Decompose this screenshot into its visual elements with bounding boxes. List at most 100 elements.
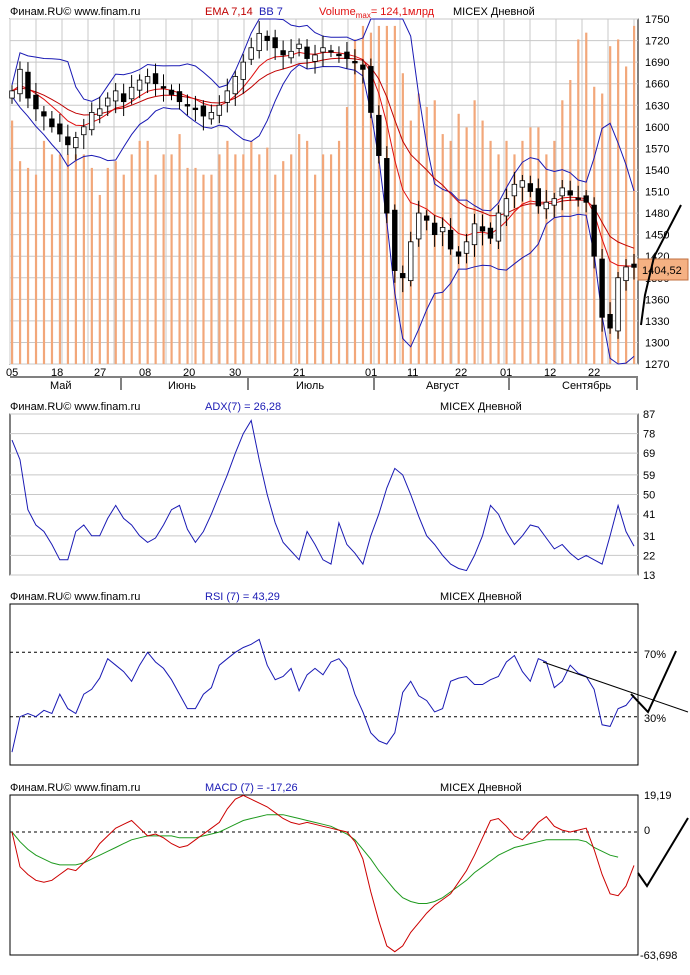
- volume-bar: [274, 174, 277, 364]
- price-y-tick: 1270: [645, 359, 669, 371]
- price-y-tick: 1630: [645, 100, 669, 112]
- candle-down: [344, 51, 350, 59]
- candle-down: [527, 183, 534, 192]
- adx-line: [11, 419, 635, 572]
- volume-bar: [162, 154, 165, 364]
- candle-down: [400, 273, 406, 279]
- volume-label-main: Volume: [319, 6, 356, 18]
- candle-up: [511, 183, 518, 197]
- adx-y-tick: 69: [643, 448, 655, 460]
- adx-y-tick: 59: [643, 470, 655, 482]
- volume-bar: [154, 174, 157, 364]
- candle-down: [25, 71, 31, 99]
- volume-bar: [505, 140, 508, 364]
- candle-up: [144, 76, 151, 84]
- candle-down: [376, 114, 382, 156]
- candle-down: [264, 35, 270, 41]
- adx-y-axis: 87 78 69 59 50 41 31 22 13: [643, 409, 655, 582]
- candle-up: [463, 241, 470, 254]
- bollinger-lower: [11, 64, 635, 365]
- volume-bar: [537, 127, 540, 364]
- price-x-day-tick: 11: [407, 367, 418, 379]
- rsi-trend-line: [542, 661, 689, 713]
- candle-down: [607, 314, 613, 329]
- candle-down: [176, 91, 183, 103]
- candle-up: [615, 277, 621, 332]
- volume-bar: [345, 107, 349, 364]
- candle-up: [224, 90, 231, 103]
- macd-source: Финам.RU© www.finam.ru: [10, 782, 140, 794]
- candle-up: [543, 201, 549, 210]
- candle-up: [136, 79, 143, 91]
- candle-up: [408, 241, 414, 282]
- volume-bar: [186, 167, 189, 364]
- volume-bar: [561, 100, 564, 365]
- candle-up: [471, 223, 478, 246]
- candle-up: [519, 180, 526, 188]
- candle-down: [447, 229, 454, 250]
- volume-bar: [234, 154, 237, 364]
- candle-down: [280, 50, 286, 56]
- macd-market: MICEX Дневной: [440, 782, 522, 794]
- candle-down: [535, 188, 542, 207]
- candle-up: [89, 112, 95, 131]
- candle-down: [49, 118, 55, 128]
- volume-bar: [322, 154, 325, 364]
- candle-down: [192, 107, 199, 111]
- candle-down: [455, 251, 462, 257]
- adx-y-tick: 78: [643, 429, 655, 441]
- price-source: Финам.RU© www.finam.ru: [10, 6, 140, 18]
- candle-up: [97, 108, 103, 116]
- price-x-month-tick: Июнь: [168, 380, 196, 392]
- price-x-day-tick: 08: [139, 367, 151, 379]
- rsi-line: [11, 638, 635, 753]
- candle-up: [232, 76, 238, 95]
- volume-bar: [242, 154, 245, 364]
- candle-up: [551, 198, 557, 206]
- adx-source: Финам.RU© www.finam.ru: [10, 401, 140, 413]
- volume-bar: [306, 140, 309, 364]
- candle-down: [392, 209, 398, 271]
- candle-up: [248, 47, 254, 60]
- candle-up: [17, 68, 23, 95]
- volume-bar: [521, 140, 524, 364]
- bb-label: BB 7: [259, 6, 283, 18]
- rsi-level-70: 70%: [644, 649, 666, 661]
- last-price: 1404,52: [642, 265, 682, 277]
- candle-down: [152, 73, 159, 85]
- volume-bar: [282, 161, 285, 364]
- candle-down: [384, 158, 390, 214]
- volume-bar: [601, 93, 604, 365]
- adx-series-line: [11, 419, 635, 572]
- volume-bar: [290, 154, 293, 364]
- volume-bar: [66, 154, 70, 364]
- candles: [9, 21, 637, 339]
- candle-down: [360, 64, 366, 70]
- candle-up: [503, 198, 510, 217]
- candle-down: [33, 94, 39, 110]
- candle-down: [41, 111, 47, 117]
- candle-down: [168, 89, 175, 95]
- volume-bar: [337, 140, 341, 364]
- adx-grid: [10, 413, 638, 576]
- candle-down: [200, 105, 207, 117]
- volume-bar: [202, 174, 205, 364]
- candle-up: [104, 97, 111, 107]
- volume-bar: [617, 39, 620, 364]
- candle-down: [631, 263, 637, 268]
- candle-up: [559, 187, 565, 197]
- volume-bar: [513, 154, 516, 364]
- volume-bar: [130, 154, 133, 364]
- price-x-month-tick: Август: [426, 380, 459, 392]
- candle-up: [495, 212, 502, 242]
- volume-bar: [369, 32, 373, 365]
- price-y-tick: 1600: [645, 122, 669, 134]
- price-x-day-tick: 30: [229, 367, 241, 379]
- price-y-tick: 1510: [645, 187, 669, 199]
- macd-y-tick-bottom: -63,698: [640, 950, 677, 962]
- price-x-month-tick: Май: [50, 380, 72, 392]
- volume-bar: [361, 25, 365, 365]
- adx-label: ADX(7) = 26,28: [205, 401, 281, 413]
- macd-y-tick-top: 19,19: [644, 790, 672, 802]
- candle-up: [112, 90, 119, 102]
